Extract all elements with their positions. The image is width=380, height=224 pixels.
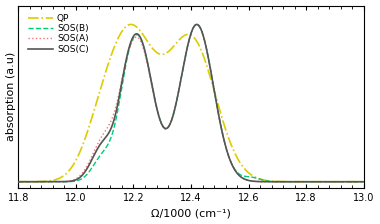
SOS(B) <box>149 78 153 80</box>
SOS(A) <box>76 176 81 179</box>
SOS(B) <box>76 179 81 182</box>
SOS(B) <box>195 23 199 26</box>
SOS(B) <box>361 180 366 183</box>
SOS(C) <box>355 180 359 183</box>
Line: SOS(C): SOS(C) <box>18 24 364 182</box>
SOS(A) <box>355 180 359 183</box>
QP <box>361 180 366 183</box>
SOS(C) <box>149 78 153 80</box>
SOS(A) <box>318 180 322 183</box>
QP <box>318 180 322 183</box>
QP <box>355 180 359 183</box>
QP <box>76 154 81 157</box>
QP <box>16 180 21 183</box>
Line: SOS(B): SOS(B) <box>18 24 364 182</box>
SOS(B) <box>163 127 168 130</box>
SOS(B) <box>16 180 21 183</box>
Legend: QP, SOS(B), SOS(A), SOS(C): QP, SOS(B), SOS(A), SOS(C) <box>26 12 90 56</box>
Line: QP: QP <box>18 24 364 182</box>
Line: SOS(A): SOS(A) <box>18 24 364 182</box>
SOS(A) <box>195 23 199 26</box>
SOS(B) <box>55 180 60 183</box>
SOS(C) <box>361 180 366 183</box>
SOS(A) <box>16 180 21 183</box>
SOS(A) <box>163 128 168 130</box>
SOS(A) <box>149 80 153 82</box>
QP <box>149 45 153 48</box>
SOS(C) <box>163 127 168 130</box>
SOS(C) <box>55 180 60 183</box>
SOS(A) <box>55 180 60 183</box>
SOS(C) <box>318 180 322 183</box>
SOS(C) <box>16 180 21 183</box>
SOS(C) <box>76 177 81 180</box>
SOS(B) <box>355 180 359 183</box>
SOS(B) <box>318 180 322 183</box>
X-axis label: Ω/1000 (cm⁻¹): Ω/1000 (cm⁻¹) <box>151 209 231 218</box>
SOS(A) <box>361 180 366 183</box>
QP <box>164 52 168 55</box>
QP <box>55 178 60 180</box>
QP <box>129 23 133 26</box>
Y-axis label: absorption (a.u): absorption (a.u) <box>6 52 16 141</box>
SOS(C) <box>195 23 199 26</box>
